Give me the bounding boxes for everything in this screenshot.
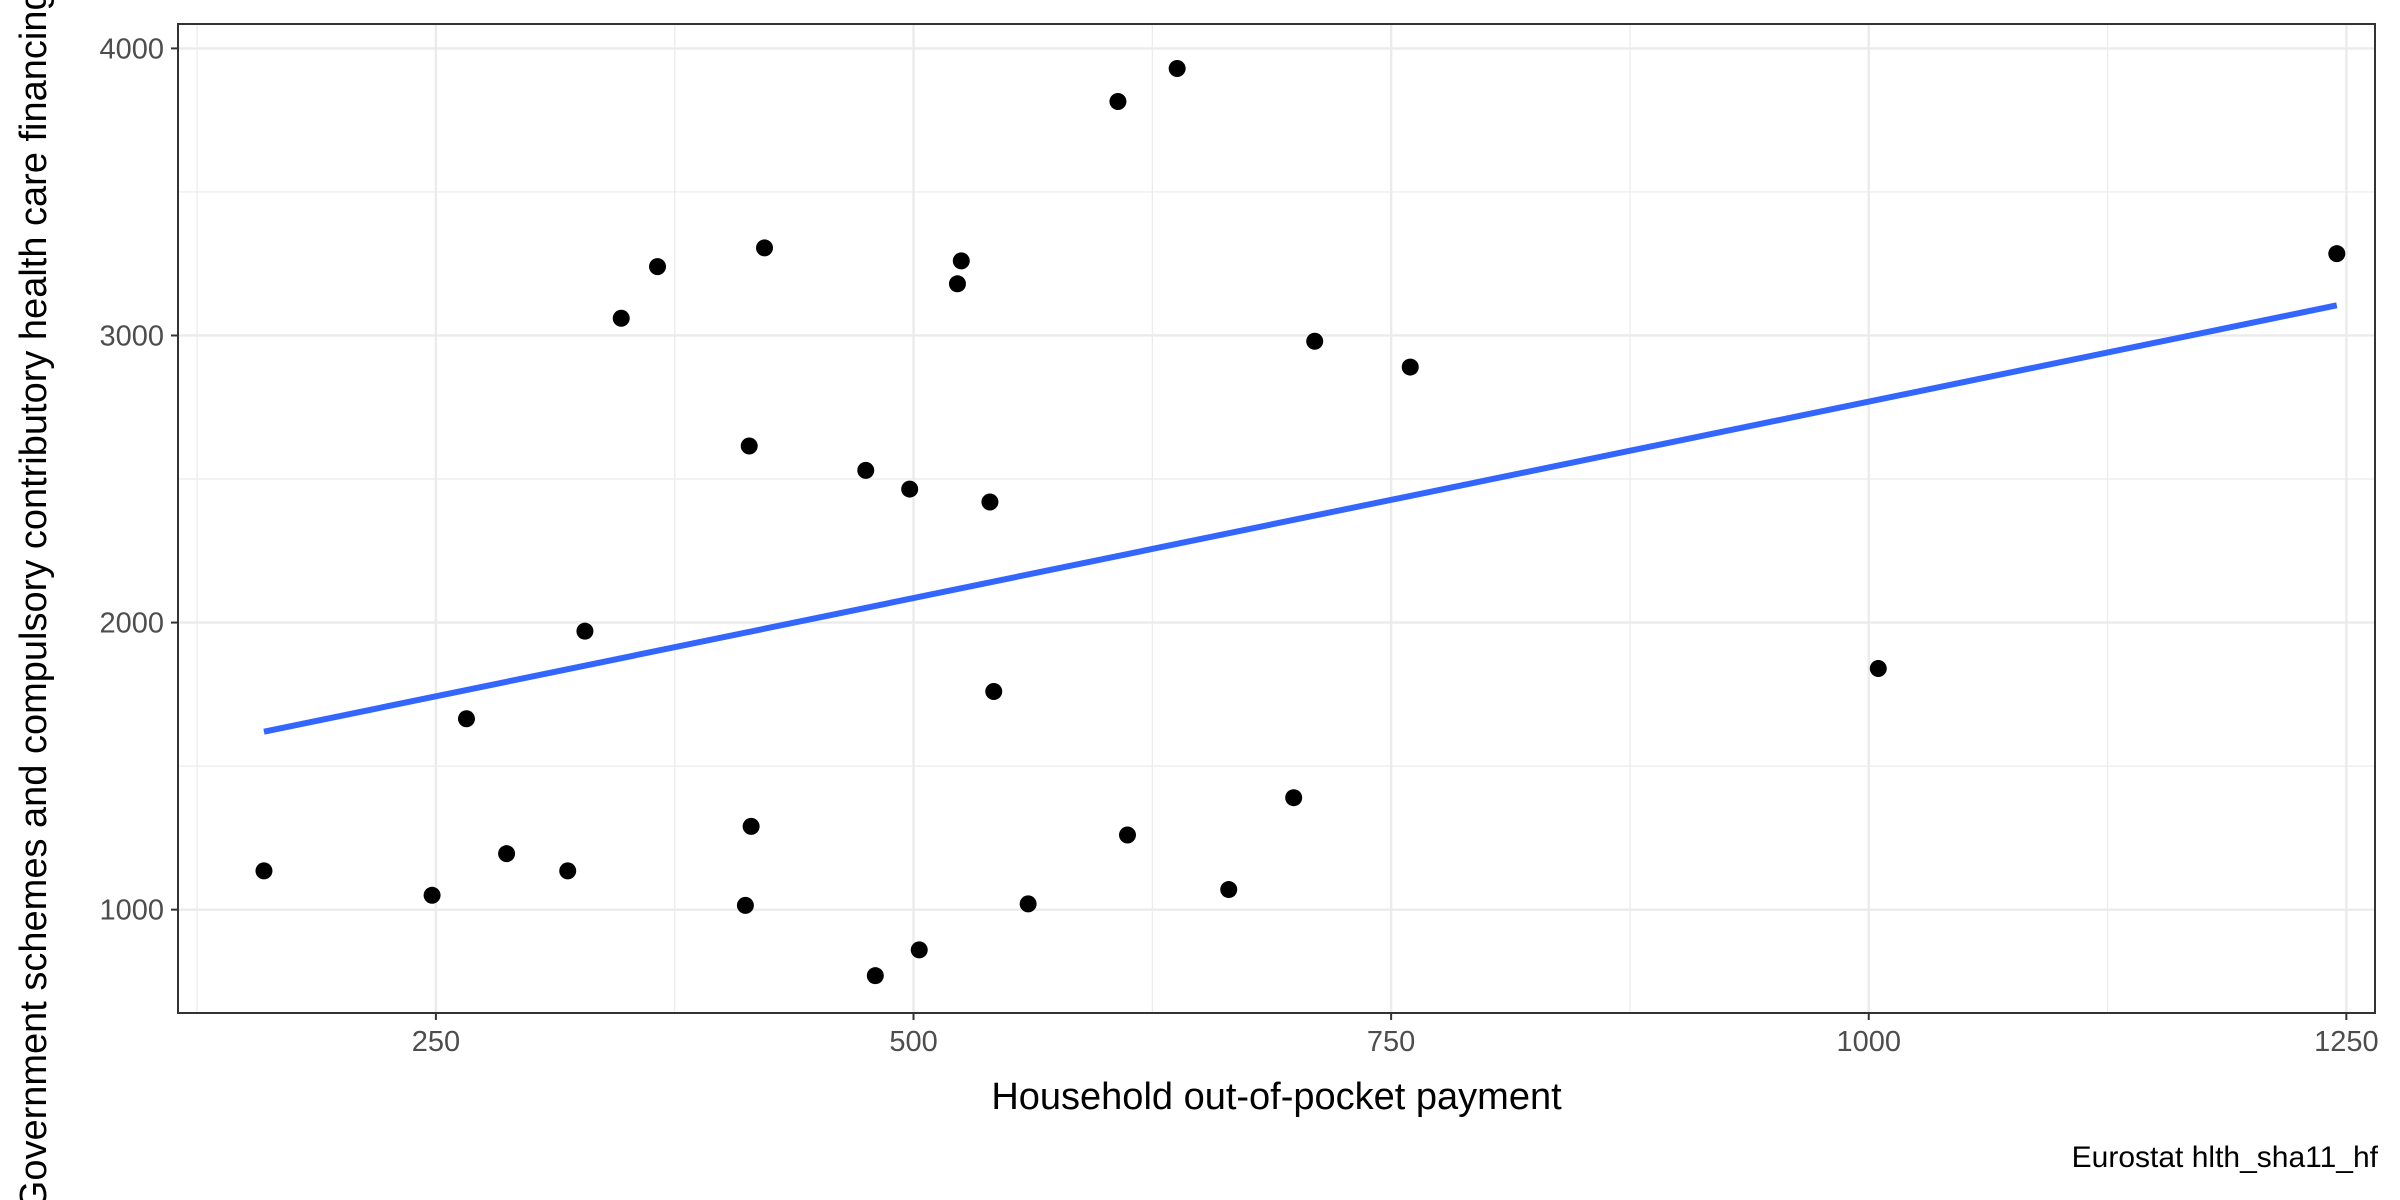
data-point — [2328, 245, 2346, 263]
data-point — [1109, 93, 1127, 111]
data-point — [756, 239, 774, 257]
x-tick-label: 1000 — [1836, 1026, 1901, 1058]
x-tick-label: 250 — [412, 1026, 460, 1058]
data-point — [740, 437, 758, 455]
data-point — [1019, 895, 1037, 913]
x-axis-ticks: 250 500 750 1000 1250 — [412, 1013, 2379, 1058]
data-point — [948, 275, 966, 293]
data-point — [576, 622, 594, 640]
points-layer — [255, 59, 2346, 985]
data-point — [985, 682, 1003, 700]
data-point — [423, 886, 441, 904]
y-axis-title: Government schemes and compulsory contri… — [13, 0, 55, 1200]
y-tick-label: 1000 — [99, 895, 164, 927]
data-point — [649, 258, 667, 276]
data-point — [910, 941, 928, 959]
data-point — [255, 862, 273, 880]
data-point — [1306, 332, 1324, 350]
chart-caption: Eurostat hlth_sha11_hf — [2072, 1141, 2379, 1174]
y-tick-label: 4000 — [99, 33, 164, 65]
x-axis-title: Household out-of-pocket payment — [991, 1076, 1562, 1118]
data-point — [866, 967, 884, 985]
data-point — [1869, 660, 1887, 678]
data-point — [1220, 881, 1238, 899]
data-point — [1285, 789, 1303, 807]
data-point — [1118, 826, 1136, 844]
data-point — [1168, 59, 1186, 77]
trend-line — [263, 302, 2338, 735]
major-grid — [178, 24, 2375, 1013]
x-tick-label: 1250 — [2314, 1026, 2379, 1058]
data-point — [981, 493, 999, 511]
y-tick-label: 2000 — [99, 608, 164, 640]
data-point — [901, 480, 919, 498]
data-point — [559, 862, 577, 880]
data-point — [612, 309, 630, 327]
data-point — [857, 461, 875, 479]
panel-border — [177, 23, 2376, 1014]
data-point — [498, 845, 516, 863]
y-axis-ticks: 1000 2000 3000 4000 — [99, 33, 178, 927]
x-tick-label: 750 — [1367, 1026, 1415, 1058]
data-point — [457, 710, 475, 728]
data-point — [952, 252, 970, 270]
x-tick-label: 500 — [889, 1026, 937, 1058]
minor-grid — [178, 24, 2375, 1013]
data-point — [1401, 358, 1419, 376]
trend-layer — [263, 302, 2338, 735]
data-point — [736, 896, 754, 914]
data-point — [742, 817, 760, 835]
y-tick-label: 3000 — [99, 320, 164, 352]
